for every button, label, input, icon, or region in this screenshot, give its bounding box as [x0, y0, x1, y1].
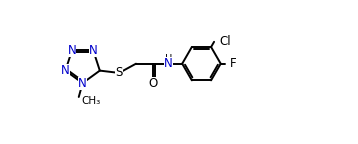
Text: CH₃: CH₃: [81, 96, 100, 106]
Text: O: O: [148, 77, 158, 90]
Text: N: N: [78, 77, 87, 90]
Text: N: N: [89, 44, 98, 57]
Text: Cl: Cl: [219, 35, 231, 48]
Text: N: N: [164, 57, 173, 70]
Text: N: N: [68, 44, 76, 57]
Text: N: N: [61, 64, 70, 77]
Text: S: S: [115, 66, 123, 79]
Text: H: H: [165, 54, 173, 64]
Text: F: F: [230, 57, 237, 70]
